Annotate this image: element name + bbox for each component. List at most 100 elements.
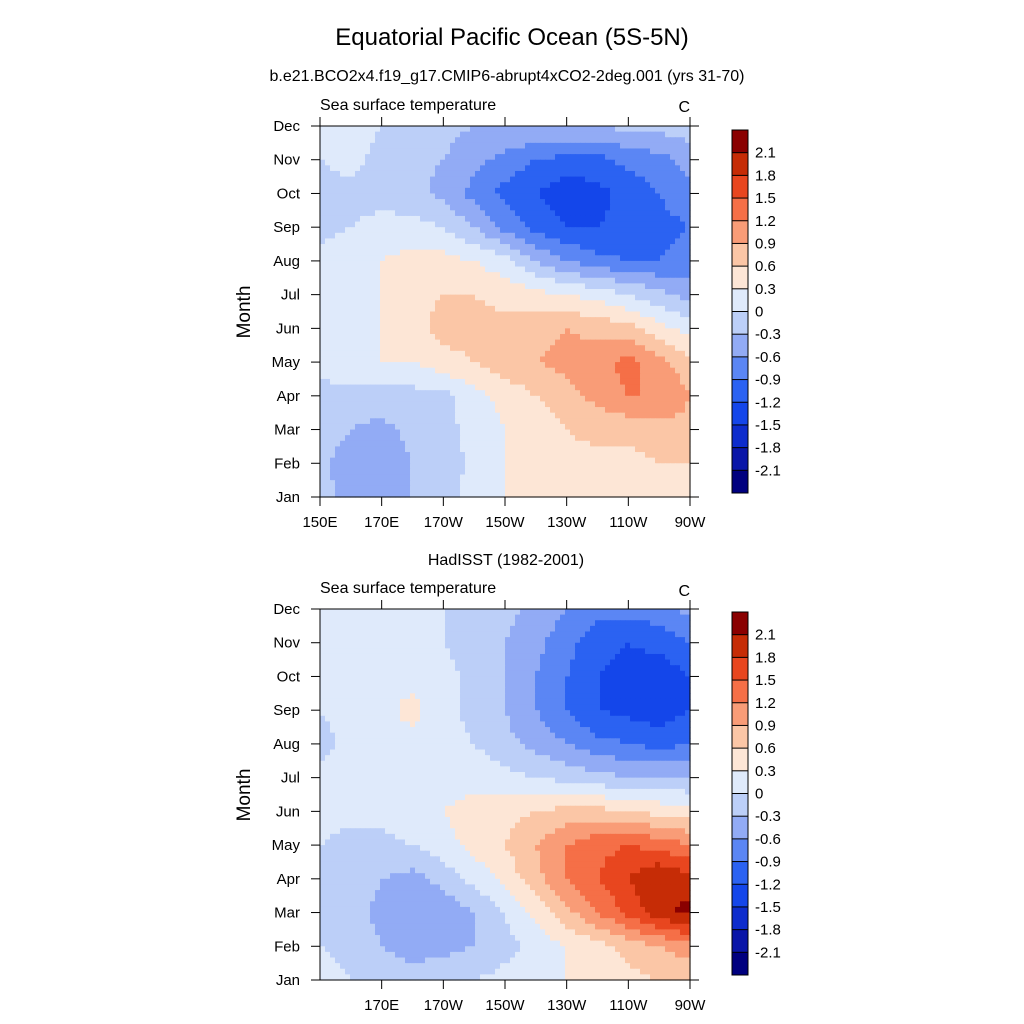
heatmap-cell xyxy=(340,333,346,341)
heatmap-cell xyxy=(365,142,371,150)
heatmap-cell xyxy=(435,418,441,425)
heatmap-cell xyxy=(505,204,511,211)
heatmap-cell xyxy=(435,126,441,133)
heatmap-cell xyxy=(570,221,576,228)
heatmap-cell xyxy=(635,440,641,448)
heatmap-cell xyxy=(560,317,566,324)
heatmap-cell xyxy=(450,339,456,346)
heatmap-cell xyxy=(385,204,391,211)
heatmap-cell xyxy=(570,322,576,329)
heatmap-cell xyxy=(570,232,576,240)
heatmap-cell xyxy=(550,418,556,425)
heatmap-cell xyxy=(570,142,576,150)
heatmap-cell xyxy=(675,452,681,459)
heatmap-cell xyxy=(385,457,391,464)
heatmap-cell xyxy=(460,227,466,234)
heatmap-cell xyxy=(420,159,426,166)
heatmap-cell xyxy=(540,435,546,442)
heatmap-cell xyxy=(655,339,661,346)
heatmap-cell xyxy=(545,294,551,301)
heatmap-cell xyxy=(410,300,416,307)
heatmap-cell xyxy=(530,255,536,262)
heatmap-cell xyxy=(355,311,361,318)
heatmap-cell xyxy=(455,362,461,369)
heatmap-cell xyxy=(680,367,686,374)
heatmap-cell xyxy=(650,305,656,313)
heatmap-cell xyxy=(405,249,411,256)
heatmap-cell xyxy=(685,159,691,166)
heatmap-cell xyxy=(400,277,406,284)
heatmap-cell xyxy=(560,289,566,296)
heatmap-cell xyxy=(540,452,546,459)
heatmap-cell xyxy=(525,283,531,290)
heatmap-cell xyxy=(485,215,491,223)
heatmap-cell xyxy=(680,440,686,448)
heatmap-cell xyxy=(390,283,396,290)
heatmap-cell xyxy=(605,440,611,448)
heatmap-cell xyxy=(565,463,571,470)
heatmap-cell xyxy=(350,429,356,436)
heatmap-cell xyxy=(400,126,406,133)
heatmap-cell xyxy=(360,333,366,341)
heatmap-cell xyxy=(375,199,381,206)
heatmap-cell xyxy=(660,328,666,335)
heatmap-cell xyxy=(535,165,541,172)
heatmap-cell xyxy=(355,142,361,150)
heatmap-cell xyxy=(320,401,326,408)
heatmap-cell xyxy=(520,187,526,195)
heatmap-cell xyxy=(405,238,411,245)
heatmap-cell xyxy=(380,300,386,307)
heatmap-cell xyxy=(340,440,346,448)
heatmap-cell xyxy=(330,333,336,341)
heatmap-cell xyxy=(385,435,391,442)
heatmap-cell xyxy=(635,131,641,138)
heatmap-cell xyxy=(645,412,651,419)
heatmap-cell xyxy=(645,345,651,352)
heatmap-cell xyxy=(595,317,601,324)
heatmap-cell xyxy=(530,491,536,498)
heatmap-cell xyxy=(540,227,546,234)
heatmap-cell xyxy=(395,485,401,492)
heatmap-cell xyxy=(640,373,646,380)
heatmap-cell xyxy=(435,407,441,414)
heatmap-cell xyxy=(495,142,501,150)
heatmap-cell xyxy=(555,131,561,138)
heatmap-cell xyxy=(520,215,526,223)
heatmap-cell xyxy=(670,249,676,256)
heatmap-cell xyxy=(480,131,486,138)
heatmap-cell xyxy=(590,440,596,448)
heatmap-cell xyxy=(405,266,411,273)
heatmap-cell xyxy=(650,215,656,223)
heatmap-cell xyxy=(400,137,406,144)
heatmap-cell xyxy=(515,137,521,144)
heatmap-cell xyxy=(675,221,681,228)
heatmap-cell xyxy=(470,221,476,228)
heatmap-cell xyxy=(585,277,591,284)
heatmap-cell xyxy=(570,328,576,335)
heatmap-cell xyxy=(590,266,596,273)
heatmap-cell xyxy=(570,440,576,448)
heatmap-cell xyxy=(355,463,361,470)
heatmap-cell xyxy=(410,142,416,150)
heatmap-cell xyxy=(665,412,671,419)
heatmap-cell xyxy=(515,249,521,256)
heatmap-cell xyxy=(600,154,606,161)
heatmap-cell xyxy=(410,204,416,211)
heatmap-cell xyxy=(615,154,621,161)
heatmap-cell xyxy=(485,401,491,408)
heatmap-cell xyxy=(490,131,496,138)
heatmap-cell xyxy=(445,193,451,200)
heatmap-cell xyxy=(680,333,686,341)
heatmap-cell xyxy=(410,199,416,206)
heatmap-cell xyxy=(490,474,496,481)
heatmap-cell xyxy=(670,165,676,172)
heatmap-cell xyxy=(335,244,341,251)
heatmap-cell xyxy=(405,491,411,498)
heatmap-cell xyxy=(565,345,571,352)
heatmap-cell xyxy=(525,305,531,313)
heatmap-cell xyxy=(345,176,351,183)
heatmap-cell xyxy=(655,345,661,352)
heatmap-cell xyxy=(520,266,526,273)
heatmap-cell xyxy=(575,333,581,341)
heatmap-cell xyxy=(625,272,631,279)
